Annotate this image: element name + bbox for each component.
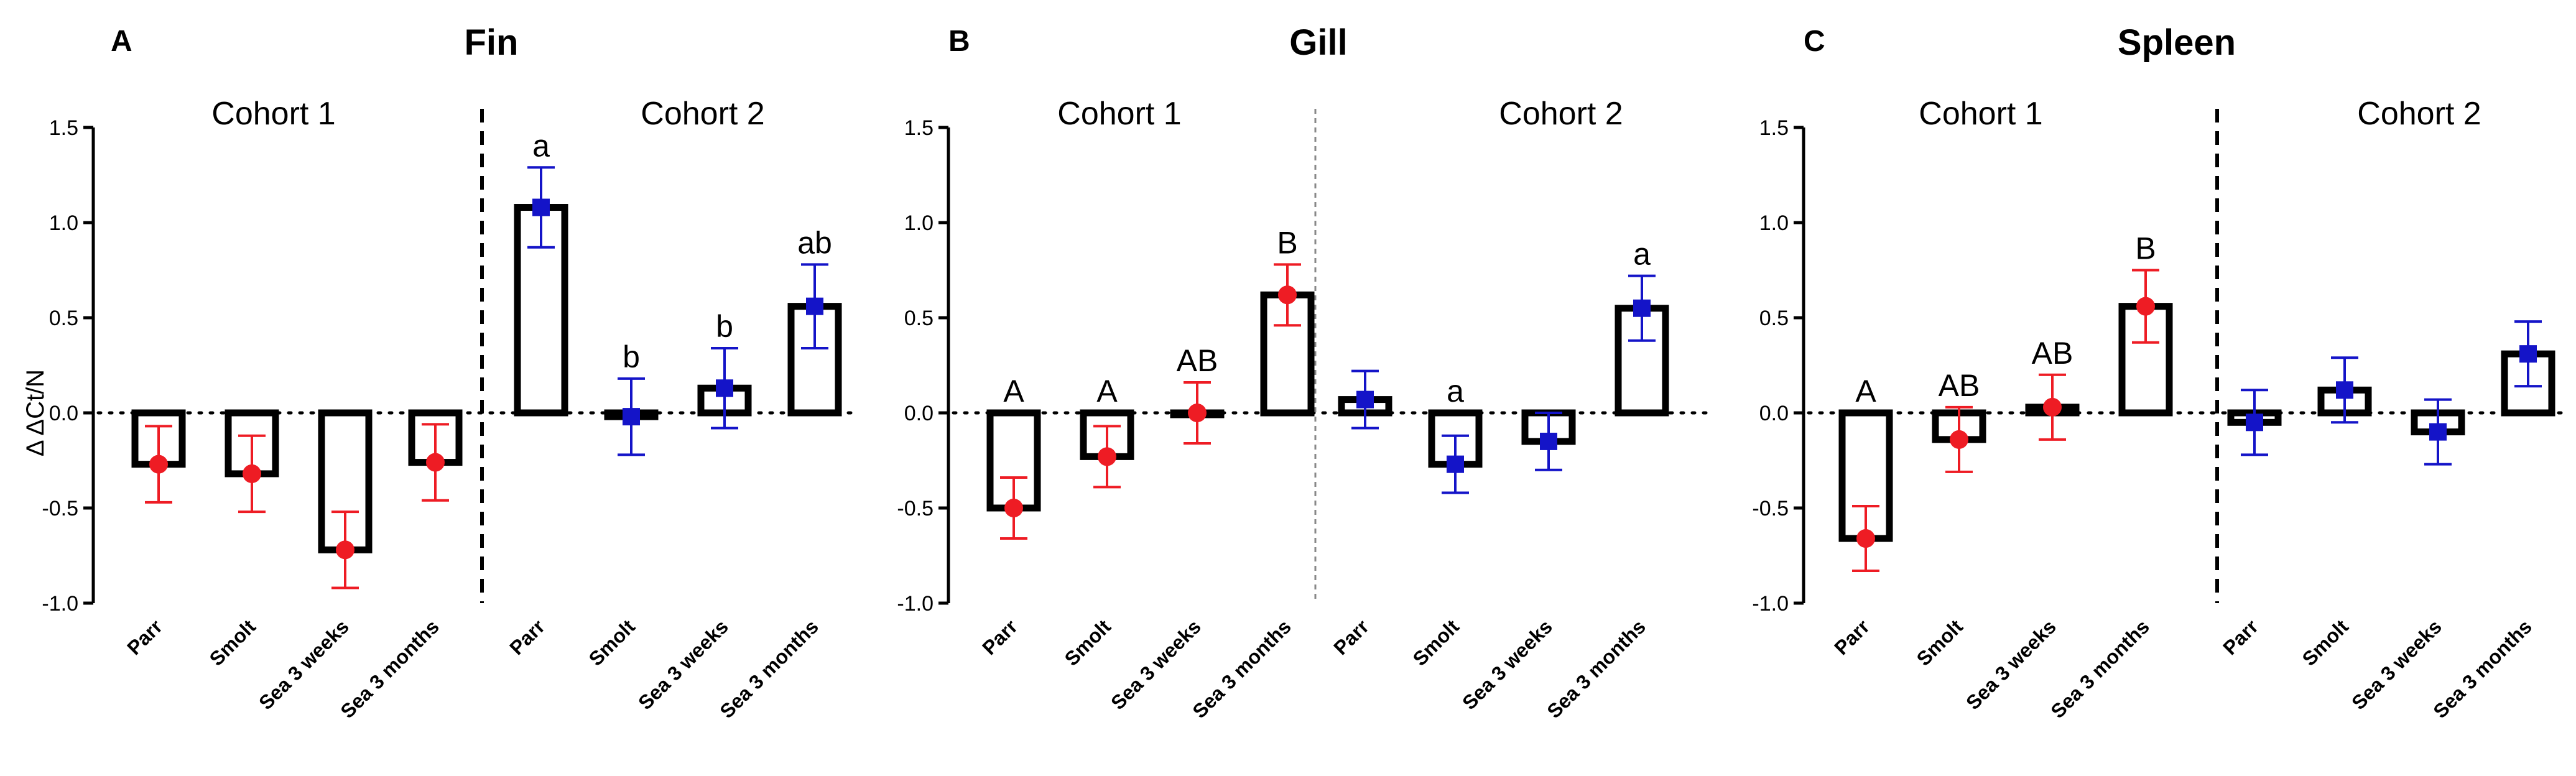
y-axis-label: Δ ΔCt/N [22,369,49,456]
data-point [2336,381,2353,399]
panel-a: A Fin Cohort 1 Cohort 2 Δ ΔCt/N -1.0 -0.5 0.0 0.… [22,22,860,723]
category-label: Sea 3 weeks [634,615,733,714]
cohort-label: Cohort 1 [1057,96,1181,132]
y-tick-label: -1.0 [42,592,78,616]
category-label: Sea 3 months [2046,615,2154,723]
y-tick-label: 1.0 [1759,211,1789,235]
data-point [1004,499,1023,517]
cohort-label: Cohort 2 [2357,96,2481,132]
data-point [1188,404,1207,422]
category-label: Parr [978,615,1022,659]
data-point [1950,430,1968,449]
category-label: Parr [1329,615,1373,659]
category-label: Smolt [1409,615,1464,670]
data-point [2136,297,2155,316]
y-tick-label: 0.0 [49,402,78,425]
y-tick-label: 1.5 [49,116,78,140]
category-label: Sea 3 weeks [254,615,353,714]
significance-label: b [623,340,640,374]
category-label: Sea 3 weeks [1458,615,1557,714]
category-label: Parr [2218,615,2263,659]
data-point [336,540,354,560]
y-tick-label: 0.0 [1759,402,1789,425]
category-label: Smolt [2298,615,2353,670]
category-label: Sea 3 months [1542,615,1650,723]
data-point [1856,529,1875,548]
category-label: Parr [1830,615,1874,659]
significance-label: ab [797,225,832,260]
y-tick-label: 1.5 [904,116,934,140]
category-label: Sea 3 weeks [1962,615,2060,714]
cohort-label: Cohort 2 [641,96,764,132]
significance-label: a [1633,237,1651,272]
data-point [1098,447,1116,466]
panel-c: C Spleen Cohort 1 Cohort 2 -1.0 -0.5 0.0 0.5 1.0… [1752,22,2570,723]
significance-label: A [1855,374,1876,409]
panel-title: Gill [1289,22,1347,63]
cohort-label: Cohort 1 [1919,96,2042,132]
significance-label: AB [1939,368,1980,403]
significance-label: a [1447,374,1464,409]
data-point [1633,299,1651,317]
y-tick-label: 1.0 [904,211,934,235]
y-tick-label: -1.0 [1752,592,1789,616]
data-point [806,297,823,315]
data-point [2043,397,2062,417]
panel-b: B Gill Cohort 1 Cohort 2 -1.0 -0.5 0.0 0.5 1.0 1.… [897,22,1715,723]
data-point [2429,423,2447,441]
significance-label: A [1096,374,1118,409]
data-point [149,455,168,474]
y-tick-label: 0.0 [904,402,934,425]
y-tick-label: 0.5 [904,307,934,330]
panel-letter: C [1804,25,1825,58]
category-label: Parr [123,615,167,659]
panel-title: Fin [465,22,519,63]
data-point [716,379,733,397]
y-tick-label: 1.0 [49,211,78,235]
y-tick-label: -0.5 [1752,497,1789,520]
significance-label: A [1003,374,1024,409]
category-label: Sea 3 weeks [1106,615,1205,714]
significance-label: AB [2032,336,2073,371]
category-label: Parr [505,615,549,659]
y-tick-label: -0.5 [897,497,934,520]
data-point [1356,390,1374,409]
significance-label: a [532,128,550,163]
cohort-label: Cohort 2 [1499,96,1623,132]
data-point [623,408,640,426]
category-label: Smolt [585,615,640,670]
data-point [243,464,261,483]
data-point [2246,413,2263,432]
category-label: Smolt [1060,615,1116,670]
data-point [2519,345,2537,363]
y-tick-label: 1.5 [1759,116,1789,140]
y-tick-label: -0.5 [42,497,78,520]
category-label: Smolt [205,615,261,670]
y-tick-label: 0.5 [49,307,78,330]
significance-label: b [716,309,733,344]
significance-label: B [2135,231,2156,266]
panel-letter: B [948,25,970,58]
y-tick-label: -1.0 [897,592,934,616]
panel-title: Spleen [2118,22,2236,63]
category-label: Smolt [1912,615,1968,670]
data-point [1540,432,1557,450]
data-point [1447,455,1464,473]
y-tick-label: 0.5 [1759,307,1789,330]
significance-label: B [1277,225,1297,260]
data-point [1278,285,1297,305]
category-label: Sea 3 weeks [2347,615,2446,714]
panel-letter: A [111,25,132,58]
data-point [532,198,550,216]
cohort-label: Cohort 1 [211,96,335,132]
data-point [426,453,445,472]
significance-label: AB [1177,343,1218,378]
